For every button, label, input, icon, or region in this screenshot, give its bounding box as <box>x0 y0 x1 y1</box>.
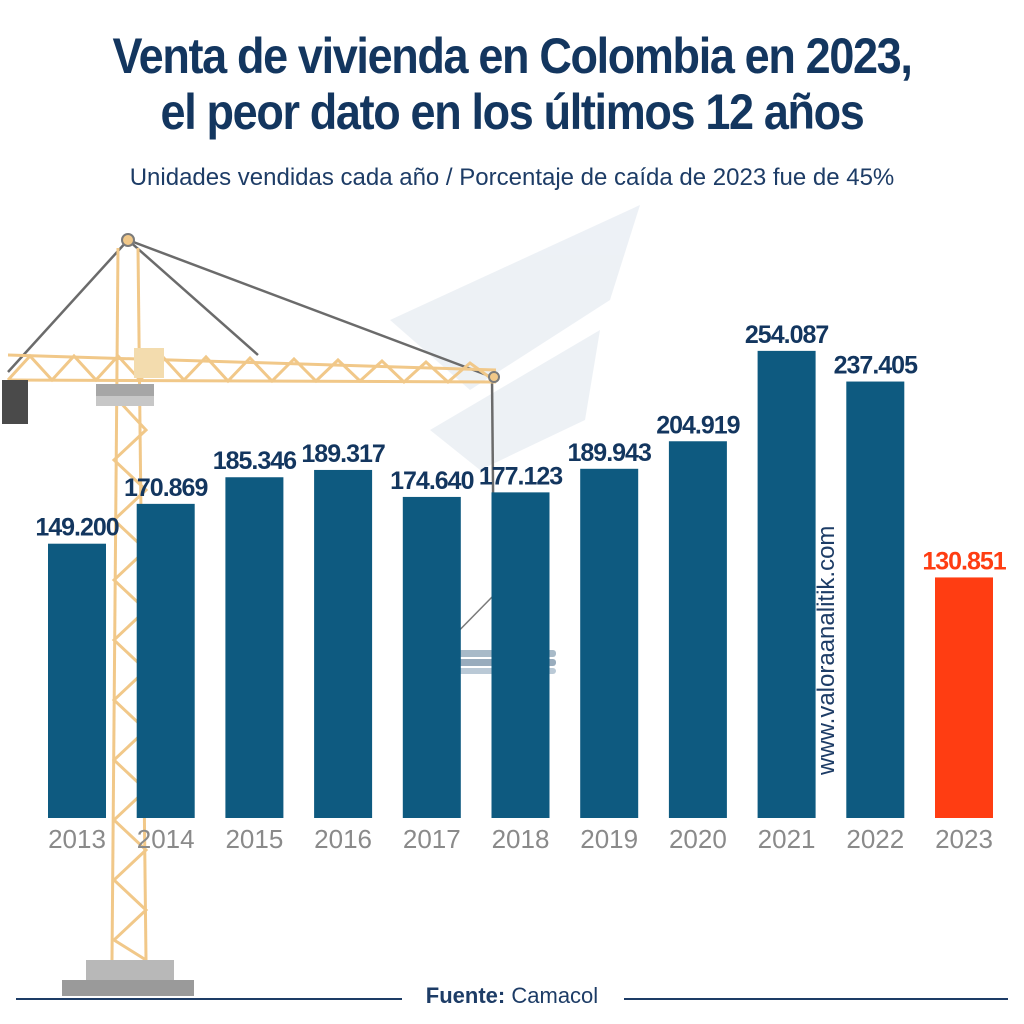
year-label-2022: 2022 <box>846 824 904 854</box>
bar-2014 <box>136 503 195 818</box>
year-label-2013: 2013 <box>48 824 106 854</box>
year-labels-group: 2013 2014 2015 2016 2017 2018 2019 2020 2021 2022… <box>48 824 993 854</box>
year-label-2023: 2023 <box>935 824 993 854</box>
value-label-2014: 170.869 <box>124 474 207 502</box>
bar-2021 <box>757 350 816 818</box>
value-label-2018: 177.123 <box>479 462 562 490</box>
source-label: Fuente: <box>425 983 506 1008</box>
bar-2017 <box>402 496 461 818</box>
bar-2016 <box>314 469 373 818</box>
year-label-2017: 2017 <box>403 824 461 854</box>
source-note: Fuente: Camacol <box>0 983 1024 1009</box>
bar-2019 <box>580 468 639 818</box>
chart-subtitle: Unidades vendidas cada año / Porcentaje … <box>129 164 895 191</box>
source-value: Camacol <box>511 983 599 1008</box>
year-label-2021: 2021 <box>758 824 816 854</box>
bar-2018 <box>491 492 550 818</box>
value-label-2017: 174.640 <box>390 467 473 495</box>
year-label-2016: 2016 <box>314 824 372 854</box>
value-label-2013: 149.200 <box>35 514 118 542</box>
year-label-2014: 2014 <box>137 824 195 854</box>
bar-2023 <box>935 577 993 818</box>
value-label-2016: 189.317 <box>301 440 384 468</box>
value-label-2021: 254.087 <box>745 321 828 349</box>
bars-group <box>48 350 993 818</box>
year-label-2020: 2020 <box>669 824 727 854</box>
bar-2015 <box>225 477 284 818</box>
title-line-1: Venta de vivienda en Colombia en 2023, <box>112 28 912 84</box>
left-divider <box>16 998 402 1000</box>
value-label-2023: 130.851 <box>922 547 1006 575</box>
watermark-url: www.valoraanalitik.com <box>813 526 840 776</box>
year-label-2018: 2018 <box>492 824 550 854</box>
bar-2022 <box>846 381 905 818</box>
bar-2013 <box>48 543 106 818</box>
value-label-2020: 204.919 <box>656 411 739 439</box>
title-line-2: el peor dato en los últimos 12 años <box>160 84 865 140</box>
value-label-2019: 189.943 <box>568 439 651 467</box>
bar-2020 <box>668 441 727 818</box>
right-divider <box>624 998 1008 1000</box>
chart-title: Venta de vivienda en Colombia en 2023, e… <box>51 28 973 140</box>
arrow-watermark-icon <box>390 205 640 470</box>
year-label-2019: 2019 <box>580 824 638 854</box>
year-label-2015: 2015 <box>225 824 283 854</box>
value-label-2022: 237.405 <box>834 352 918 380</box>
value-label-2015: 185.346 <box>213 447 296 475</box>
